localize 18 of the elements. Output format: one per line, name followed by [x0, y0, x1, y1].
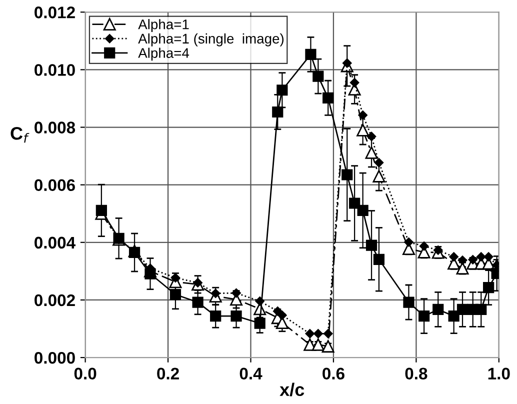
x-tick-label: 0.4 — [240, 368, 262, 380]
y-tick-label: 0.008 — [34, 122, 76, 134]
y-tick-label: 0.006 — [34, 179, 75, 192]
legend-label: Alpha=1 (single image) — [138, 33, 284, 46]
y-tick-label: 0.002 — [34, 294, 75, 306]
legend-label: Alpha=4 — [138, 48, 190, 61]
legend-label: Alpha=1 — [138, 19, 189, 32]
x-tick-label: 0.6 — [322, 368, 344, 380]
x-axis-title: x/c — [280, 382, 304, 396]
y-tick-label: 0.012 — [34, 6, 75, 18]
y-axis-title: C$_{f}$ — [10, 126, 30, 143]
x-tick-label: 0.0 — [74, 368, 96, 380]
y-tick-label: 0.000 — [34, 352, 75, 364]
y-tick-label: 0.004 — [34, 236, 76, 249]
x-tick-label: 1.0 — [488, 368, 510, 380]
y-tick-label: 0.010 — [34, 64, 75, 76]
x-tick-label: 0.8 — [405, 368, 428, 380]
x-tick-label: 0.2 — [157, 368, 179, 380]
